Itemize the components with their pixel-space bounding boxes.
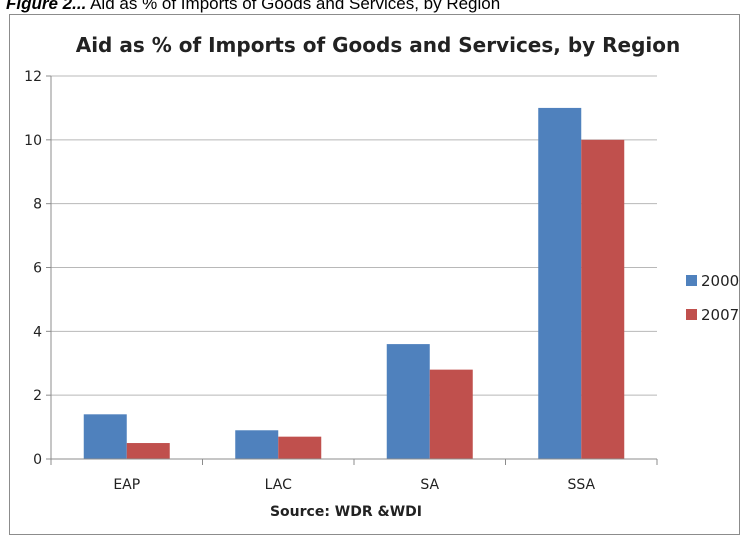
bar-ssa-2007 — [581, 139, 625, 460]
x-tick-label: LAC — [265, 477, 292, 493]
figure-caption-label: Figure 2... — [6, 0, 87, 13]
bar-eap-2007 — [126, 443, 170, 459]
x-tick-label: SSA — [567, 477, 595, 493]
legend: 2000 2007 — [686, 272, 739, 324]
bar-sa-2000 — [386, 344, 430, 459]
y-tick-label: 12 — [24, 69, 42, 85]
legend-swatch-2007 — [686, 309, 697, 320]
y-tick-label: 6 — [33, 261, 42, 277]
figure-caption: Figure 2... Aid as % of Imports of Goods… — [6, 0, 500, 14]
bar-sa-2007 — [429, 369, 473, 459]
x-tick-label: EAP — [113, 477, 140, 493]
y-tick-label: 2 — [33, 388, 42, 404]
legend-swatch-2000 — [686, 275, 697, 286]
y-tick-label: 4 — [33, 324, 42, 340]
bars — [83, 107, 625, 460]
y-tick-label: 0 — [33, 452, 42, 468]
bar-eap-2000 — [83, 414, 127, 459]
figure-caption-text: Aid as % of Imports of Goods and Service… — [90, 0, 501, 13]
bar-lac-2000 — [235, 430, 279, 459]
y-tick-label: 10 — [24, 133, 42, 149]
x-axis-ticks: EAP LAC SA SSA — [50, 458, 658, 493]
bar-ssa-2000 — [538, 107, 582, 460]
chart-title: Aid as % of Imports of Goods and Service… — [76, 33, 681, 57]
bar-lac-2007 — [278, 436, 322, 459]
x-axis-label: Source: WDR &WDI — [270, 504, 422, 520]
y-axis-ticks: 0 2 4 6 8 10 12 — [24, 69, 52, 468]
y-tick-label: 8 — [33, 197, 42, 213]
x-tick-label: SA — [420, 477, 439, 493]
legend-label-2007: 2007 — [701, 306, 739, 324]
legend-label-2000: 2000 — [701, 272, 739, 290]
